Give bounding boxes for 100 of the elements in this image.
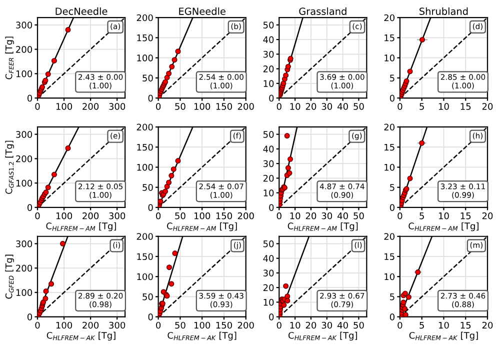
y-tick-label: 15 bbox=[384, 253, 394, 260]
x-axis-title: C$_{HLFREM−AK}$ [Tg] bbox=[168, 332, 236, 341]
x-tick-label: 200 bbox=[82, 212, 99, 220]
y-tick-label: 30 bbox=[263, 50, 274, 58]
y-tick-label: 50 bbox=[263, 131, 274, 138]
y-tick-label: 15 bbox=[384, 144, 394, 151]
x-axis-title: C$_{HLFREM−AM}$ [Tg] bbox=[167, 222, 237, 232]
x-tick-label: 10 bbox=[290, 322, 300, 329]
y-tick-label: 20 bbox=[384, 14, 394, 22]
y-tick-label: 0 bbox=[148, 94, 153, 102]
x-tick-label: 15 bbox=[460, 103, 471, 110]
x-tick-label: 50 bbox=[175, 212, 186, 220]
x-tick-label: 5 bbox=[420, 212, 424, 220]
x-tick-label: 0 bbox=[156, 212, 161, 220]
chart-title: EGNeedle bbox=[179, 7, 226, 15]
x-tick-label: 0 bbox=[35, 103, 40, 110]
x-tick-label: 40 bbox=[338, 212, 348, 220]
x-tick-label: 20 bbox=[306, 212, 316, 220]
y-tick-label: 10 bbox=[264, 80, 274, 87]
x-tick-label: 20 bbox=[482, 212, 493, 220]
y-tick-label: 0 bbox=[269, 314, 274, 320]
x-tick-label: 20 bbox=[306, 322, 316, 329]
y-tick-label: 0 bbox=[148, 314, 153, 320]
y-tick-label: 0 bbox=[269, 94, 274, 102]
y-tick-label: 200 bbox=[16, 155, 32, 162]
x-tick-label: 300 bbox=[109, 322, 126, 329]
y-tick-label: 20 bbox=[384, 233, 394, 240]
x-tick-label: 200 bbox=[238, 103, 254, 110]
y-tick-label: 300 bbox=[16, 240, 32, 248]
y-tick-label: 15 bbox=[384, 34, 394, 42]
y-tick-label: 50 bbox=[263, 22, 274, 28]
x-tick-label: 10 bbox=[438, 322, 449, 329]
y-tick-label: 20 bbox=[263, 66, 274, 72]
x-tick-label: 150 bbox=[216, 322, 232, 329]
x-tick-label: 100 bbox=[194, 212, 210, 220]
y-tick-label: 10 bbox=[264, 298, 274, 306]
y-tick-label: 100 bbox=[16, 70, 32, 78]
y-tick-label: 40 bbox=[263, 36, 274, 44]
x-tick-label: 50 bbox=[354, 322, 364, 329]
y-tick-label: 40 bbox=[263, 255, 274, 262]
x-tick-label: 15 bbox=[460, 212, 471, 220]
x-tick-label: 10 bbox=[438, 103, 449, 110]
y-tick-label: 50 bbox=[142, 74, 153, 82]
y-tick-label: 0 bbox=[27, 94, 32, 102]
x-tick-label: 100 bbox=[194, 322, 210, 329]
x-tick-label: 5 bbox=[420, 103, 424, 110]
x-axis-title: C$_{HLFREM−AM}$ [Tg] bbox=[408, 222, 478, 232]
y-tick-label: 0 bbox=[27, 314, 32, 320]
y-tick-label: 100 bbox=[137, 164, 153, 171]
x-tick-label: 300 bbox=[109, 103, 126, 110]
x-tick-label: 200 bbox=[82, 103, 99, 110]
y-tick-label: 200 bbox=[136, 14, 153, 22]
x-axis-title: C$_{HLFREM−AK}$ [Tg] bbox=[46, 332, 116, 341]
x-tick-label: 10 bbox=[438, 212, 449, 220]
x-tick-label: 5 bbox=[420, 322, 424, 329]
x-tick-label: 40 bbox=[338, 322, 348, 329]
y-tick-label: 30 bbox=[263, 270, 274, 276]
y-tick-label: 0 bbox=[390, 314, 394, 320]
y-tick-label: 30 bbox=[263, 160, 274, 168]
x-tick-label: 0 bbox=[276, 103, 282, 110]
x-tick-label: 20 bbox=[482, 322, 493, 329]
x-tick-label: 0 bbox=[276, 322, 282, 329]
x-tick-label: 20 bbox=[306, 103, 316, 110]
y-tick-label: 20 bbox=[263, 174, 274, 182]
x-tick-label: 100 bbox=[56, 103, 72, 110]
y-tick-label: 100 bbox=[16, 289, 32, 296]
x-tick-label: 30 bbox=[322, 212, 332, 220]
y-tick-label: 20 bbox=[384, 124, 394, 131]
x-tick-label: 150 bbox=[216, 103, 232, 110]
x-tick-label: 100 bbox=[194, 103, 210, 110]
x-tick-label: 0 bbox=[35, 212, 40, 220]
x-tick-label: 15 bbox=[460, 322, 471, 329]
chart-title: DecNeedle bbox=[56, 7, 108, 15]
x-tick-label: 50 bbox=[354, 103, 364, 110]
x-tick-label: 0 bbox=[156, 322, 161, 329]
x-tick-label: 0 bbox=[398, 322, 402, 329]
y-axis-title: C$_{GFED}$ [Tg] bbox=[5, 254, 14, 299]
y-axis-title: C$_{GFAS1.2}$ [Tg] bbox=[5, 140, 14, 194]
y-tick-label: 200 bbox=[16, 264, 32, 272]
y-tick-label: 5 bbox=[390, 74, 394, 82]
x-tick-label: 50 bbox=[175, 103, 186, 110]
y-tick-label: 100 bbox=[137, 273, 153, 280]
y-tick-label: 200 bbox=[136, 124, 153, 131]
x-tick-label: 300 bbox=[109, 212, 126, 220]
y-tick-label: 20 bbox=[263, 284, 274, 292]
y-tick-label: 5 bbox=[390, 294, 394, 300]
y-tick-label: 100 bbox=[16, 180, 32, 187]
y-tick-label: 150 bbox=[137, 253, 153, 260]
x-tick-label: 20 bbox=[482, 103, 493, 110]
x-tick-label: 30 bbox=[322, 322, 332, 329]
x-axis-title: C$_{HLFREM−AM}$ [Tg] bbox=[288, 222, 358, 232]
y-tick-label: 0 bbox=[148, 204, 153, 211]
y-tick-label: 5 bbox=[390, 184, 394, 191]
y-tick-label: 150 bbox=[137, 144, 153, 151]
y-tick-label: 300 bbox=[16, 131, 32, 138]
x-tick-label: 100 bbox=[56, 322, 72, 329]
y-axis-title: C$_{FEER}$ [Tg] bbox=[5, 36, 14, 80]
x-tick-label: 0 bbox=[35, 322, 40, 329]
x-tick-label: 0 bbox=[398, 212, 402, 220]
x-axis-title: C$_{HLFREM−AK}$ [Tg] bbox=[409, 332, 478, 341]
